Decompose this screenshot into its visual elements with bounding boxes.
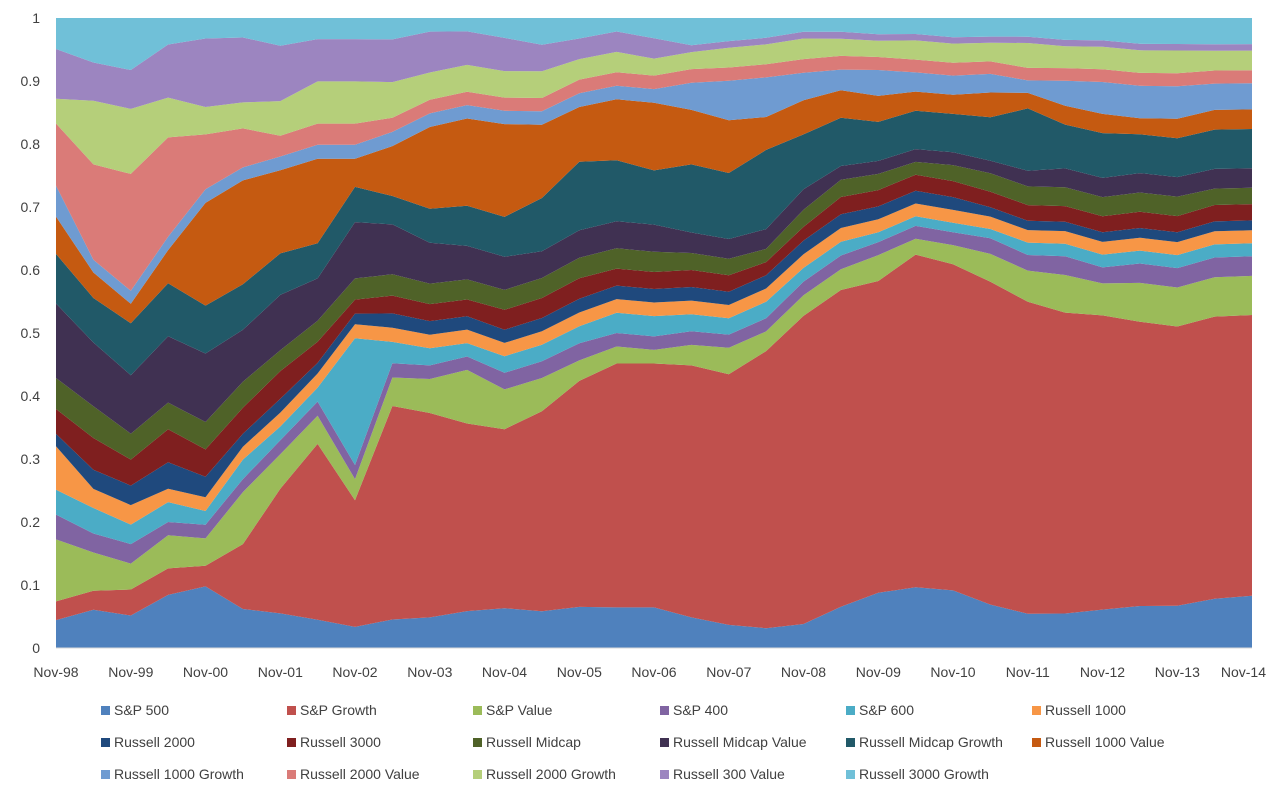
area-series-5: Russell 1000 <box>56 203 1252 525</box>
x-tick-label: Nov-02 <box>332 664 377 680</box>
legend-swatch <box>846 738 855 747</box>
legend-label: S&P 400 <box>673 702 728 718</box>
legend-swatch <box>287 706 296 715</box>
legend-swatch <box>660 738 669 747</box>
legend-swatch <box>473 738 482 747</box>
legend-label: Russell 2000 <box>114 734 195 750</box>
legend-swatch <box>1032 706 1041 715</box>
legend-swatch <box>101 706 110 715</box>
x-tick-label: Nov-14 <box>1221 664 1266 680</box>
legend-label: Russell 300 Value <box>673 766 785 782</box>
x-tick-label: Nov-98 <box>33 664 78 680</box>
legend-label: S&P 600 <box>859 702 914 718</box>
y-tick-label: 0.4 <box>21 388 41 404</box>
legend: S&P 500 S&P Growth S&P Value S&P 400 S&P 600… <box>101 702 1165 782</box>
x-tick-label: Nov-04 <box>482 664 527 680</box>
legend-swatch <box>1032 738 1041 747</box>
legend-label: Russell 1000 Growth <box>114 766 244 782</box>
x-tick-label: Nov-11 <box>1006 664 1050 680</box>
x-tick-label: Nov-05 <box>557 664 602 680</box>
y-tick-label: 0 <box>32 640 40 656</box>
y-tick-label: 0.1 <box>21 577 41 593</box>
x-tick-label: Nov-12 <box>1080 664 1125 680</box>
legend-swatch <box>846 706 855 715</box>
legend-label: Russell Midcap Growth <box>859 734 1003 750</box>
area-series-16: Russell 3000 Growth <box>56 18 1252 70</box>
area-series-10: Russell Midcap Growth <box>56 108 1252 376</box>
area-series-2: S&P Value <box>56 238 1252 602</box>
area-series-12: Russell 1000 Growth <box>56 69 1252 304</box>
legend-label: Russell 1000 <box>1045 702 1126 718</box>
legend-label: Russell 1000 Value <box>1045 734 1165 750</box>
area-series-6: Russell 2000 <box>56 190 1252 506</box>
x-tick-label: Nov-06 <box>631 664 676 680</box>
legend-swatch <box>846 770 855 779</box>
area-series-4: S&P 600 <box>56 216 1252 545</box>
legend-swatch <box>101 770 110 779</box>
x-tick-label: Nov-99 <box>108 664 153 680</box>
legend-label: Russell 2000 Value <box>300 766 420 782</box>
legend-label: S&P Value <box>486 702 553 718</box>
y-tick-label: 0.7 <box>21 199 41 215</box>
legend-label: Russell Midcap <box>486 734 581 750</box>
legend-label: S&P Growth <box>300 702 377 718</box>
y-tick-label: 0.9 <box>21 73 41 89</box>
x-tick-label: Nov-03 <box>407 664 452 680</box>
x-tick-label: Nov-13 <box>1155 664 1200 680</box>
area-series-13: Russell 2000 Value <box>56 55 1252 291</box>
area-series-0: S&P 500 <box>56 586 1252 648</box>
area-series-3: S&P 400 <box>56 225 1252 564</box>
y-tick-label: 0.5 <box>21 325 41 341</box>
x-tick-label: Nov-09 <box>856 664 901 680</box>
x-tick-label: Nov-08 <box>781 664 826 680</box>
y-tick-label: 0.6 <box>21 262 41 278</box>
area-series-1: S&P Growth <box>56 254 1252 629</box>
y-tick-label: 0.3 <box>21 451 41 467</box>
area-series-9: Russell Midcap Value <box>56 149 1252 434</box>
legend-label: Russell 2000 Growth <box>486 766 616 782</box>
legend-label: Russell Midcap Value <box>673 734 807 750</box>
legend-swatch <box>287 770 296 779</box>
x-tick-label: Nov-01 <box>258 664 303 680</box>
x-axis-ticks: Nov-98 Nov-99 Nov-00 Nov-01 Nov-02 Nov-03 Nov-… <box>33 664 1266 680</box>
y-tick-label: 1 <box>32 10 40 26</box>
legend-label: Russell 3000 Growth <box>859 766 989 782</box>
y-tick-label: 0.2 <box>21 514 41 530</box>
y-axis-ticks: 0 0.1 0.2 0.3 0.4 0.5 0.6 0.7 0.8 0.9 1 <box>21 10 41 656</box>
area-series-7: Russell 3000 <box>56 174 1252 486</box>
x-tick-label: Nov-00 <box>183 664 228 680</box>
y-tick-label: 0.8 <box>21 136 41 152</box>
legend-label: S&P 500 <box>114 702 169 718</box>
legend-swatch <box>473 770 482 779</box>
legend-swatch <box>660 706 669 715</box>
x-tick-label: Nov-10 <box>930 664 975 680</box>
area-series-15: Russell 300 Value <box>56 31 1252 109</box>
legend-swatch <box>101 738 110 747</box>
area-series-14: Russell 2000 Growth <box>56 38 1252 174</box>
legend-label: Russell 3000 <box>300 734 381 750</box>
legend-swatch <box>660 770 669 779</box>
area-series-8: Russell Midcap <box>56 161 1252 460</box>
legend-swatch <box>287 738 296 747</box>
area-series-11: Russell 1000 Value <box>56 90 1252 324</box>
x-tick-label: Nov-07 <box>706 664 751 680</box>
legend-swatch <box>473 706 482 715</box>
